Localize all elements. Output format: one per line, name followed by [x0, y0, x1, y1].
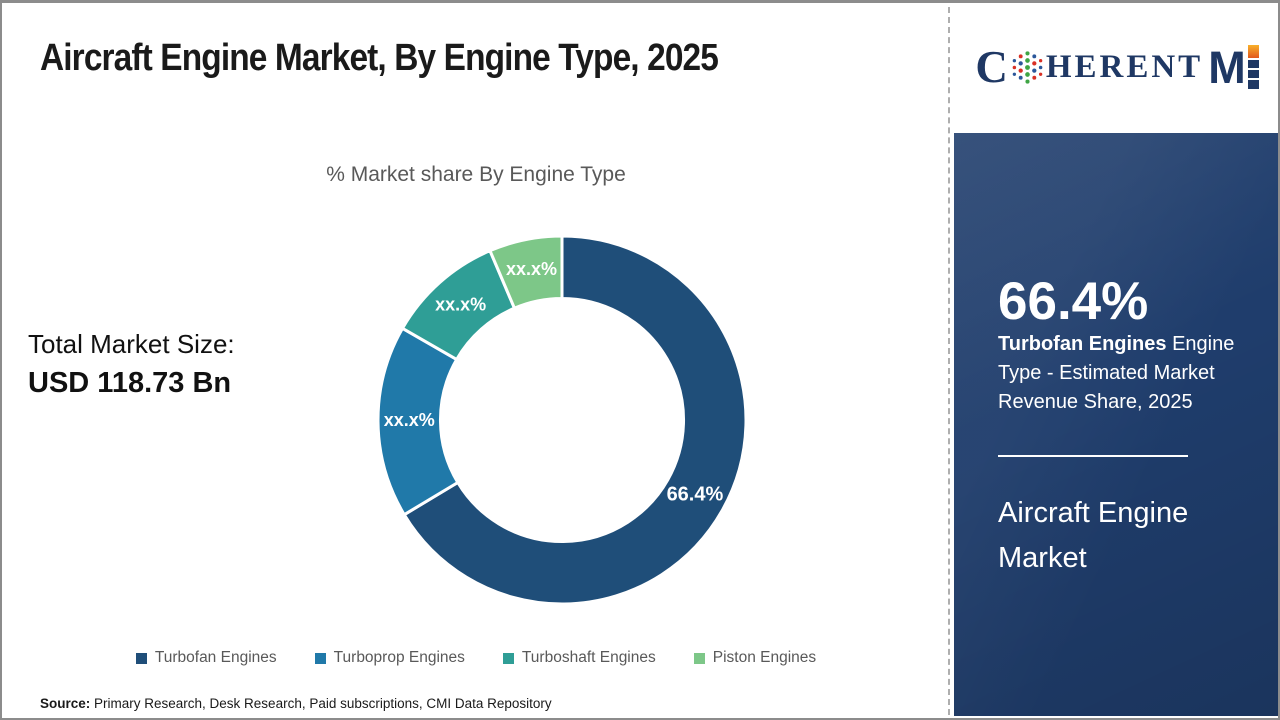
donut-slice-piston-engines: [488, 234, 564, 310]
legend-swatch: [502, 652, 514, 664]
legend-label: Piston Engines: [712, 649, 817, 666]
slice-label: xx.x%: [506, 259, 557, 279]
chart-legend: Turbofan Engines Turboprop Engines Turbosh…: [2, 649, 950, 667]
highlight-stat-suffix: Engine Type - Estimated Market Revenue S…: [998, 333, 1235, 413]
dashed-divider: [948, 7, 950, 715]
total-market-label: Total Market Size:: [28, 329, 235, 359]
legend-swatch: [314, 652, 326, 664]
slice-label: 66.4%: [667, 484, 724, 506]
chart-title: % Market share By Engine Type: [326, 163, 626, 186]
legend-swatch: [693, 652, 705, 664]
highlight-stat-value: 66.4%: [998, 272, 1149, 331]
logo-area: C: [954, 3, 1278, 131]
total-market-value: USD 118.73 Bn: [28, 367, 232, 399]
total-market-block: Total Market Size: USD 118.73 Bn: [28, 329, 235, 400]
legend-item-piston-engines: Piston Engines: [693, 649, 817, 667]
donut-slice-turbofan-engines: [402, 234, 748, 606]
market-name: Aircraft Engine Market: [998, 497, 1189, 574]
logo-letter-c: C: [975, 41, 1008, 92]
highlight-segment-name: Turbofan Engines: [998, 333, 1167, 355]
legend-item-turbofan-engines: Turbofan Engines: [135, 649, 277, 667]
logo-letter-i-icon: [1247, 45, 1259, 89]
highlight-panel: 66.4% Turbofan Engines Engine Type - Est…: [954, 133, 1278, 716]
page-title: Aircraft Engine Market, By Engine Type, …: [40, 37, 719, 79]
legend-swatch: [135, 652, 147, 664]
legend-item-turboshaft-engines: Turboshaft Engines: [502, 649, 656, 667]
legend-label: Turboshaft Engines: [521, 649, 656, 666]
logo-globe-icon: [1010, 50, 1045, 85]
source-label: Source:: [40, 696, 91, 711]
source-note: Source: Primary Research, Desk Research,…: [40, 696, 552, 711]
legend-label: Turbofan Engines: [154, 649, 277, 666]
legend-item-turboprop-engines: Turboprop Engines: [314, 649, 465, 667]
coherentmi-logo: C: [975, 41, 1259, 93]
legend-label: Turboprop Engines: [333, 649, 465, 666]
highlight-stat-description: Turbofan Engines Engine Type - Estimated…: [998, 330, 1254, 417]
slice-label: xx.x%: [435, 294, 486, 314]
donut-chart: 66.4% xx.x% xx.x% xx.x%: [362, 220, 762, 620]
source-text: Primary Research, Desk Research, Paid su…: [90, 696, 552, 711]
logo-letters-herent: HERENT: [1045, 48, 1204, 85]
panel-divider: [998, 455, 1188, 457]
donut-chart-svg: 66.4% xx.x% xx.x% xx.x%: [376, 234, 748, 606]
logo-letter-m: M: [1208, 41, 1245, 93]
slice-label: xx.x%: [384, 410, 435, 430]
